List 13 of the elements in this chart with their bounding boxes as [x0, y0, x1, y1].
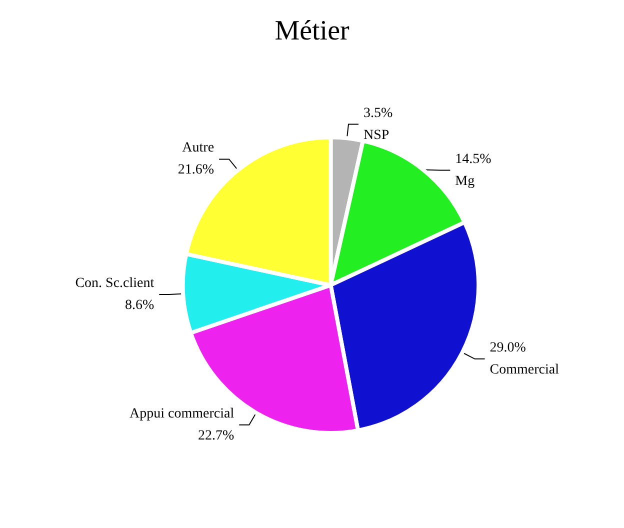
data-label: 14.5% — [455, 152, 492, 167]
slice-label: NSP — [363, 128, 390, 143]
data-label: 21.6% — [178, 162, 214, 178]
slice-label: Con. Sc.client — [75, 276, 154, 292]
slice-label: Commercial — [490, 362, 560, 378]
slice-label: Appui commercial — [130, 406, 234, 422]
data-label: 8.6% — [124, 298, 154, 314]
data-label: 29.0% — [490, 340, 526, 356]
chart-title: Métier — [274, 16, 350, 46]
slice-label: Mg — [455, 174, 475, 189]
slice-label: Autre — [182, 140, 214, 156]
data-label: 22.7% — [198, 428, 234, 444]
data-label: 3.5% — [363, 106, 393, 121]
